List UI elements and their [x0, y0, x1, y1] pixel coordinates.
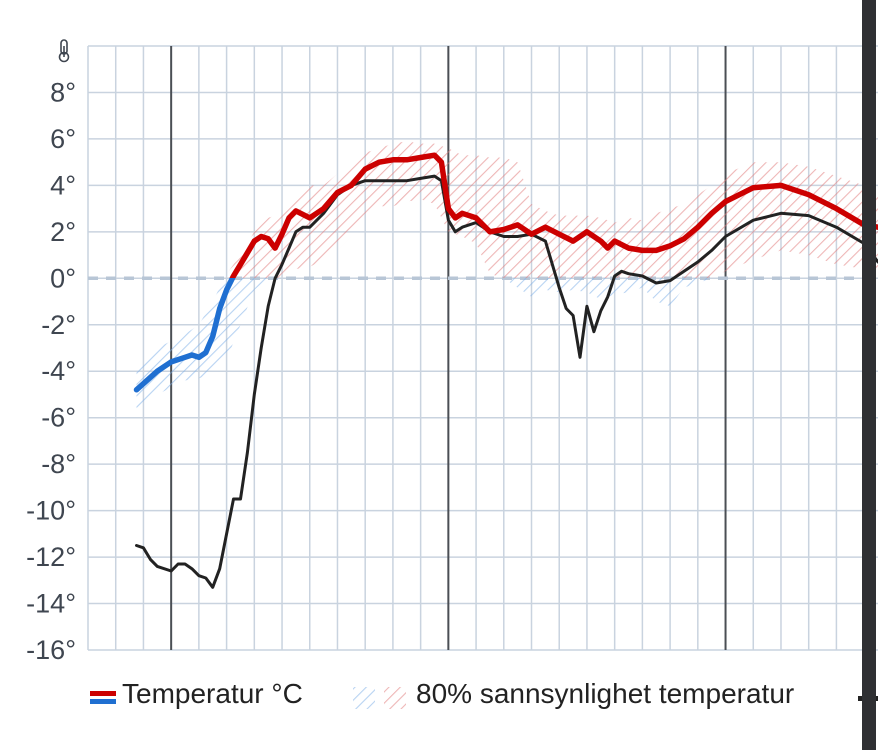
y-tick-label: -16° [26, 635, 76, 665]
band-warm [224, 141, 878, 278]
temperature-line-warm [229, 152, 878, 278]
thermometer-icon [58, 39, 70, 63]
band-above-zero [224, 141, 878, 278]
band-cold [136, 278, 713, 409]
legend-label-probability: 80% sannsynlighet temperatur [416, 678, 795, 709]
chart-grid [87, 45, 878, 651]
y-tick-label: -2° [41, 310, 76, 340]
y-tick-label: 4° [50, 170, 76, 200]
y-tick-label: 2° [50, 217, 76, 247]
band-below-zero [136, 278, 713, 409]
series-line-dark [135, 174, 878, 589]
temperature-line-negative [133, 278, 236, 393]
chart-lines [133, 152, 878, 589]
y-tick-label: 6° [50, 124, 76, 154]
y-tick-label: -8° [41, 449, 76, 479]
legend-swatch-band-cold [353, 687, 375, 709]
y-tick-label: -10° [26, 496, 76, 526]
y-tick-label: -4° [41, 356, 76, 386]
y-tick-label: -6° [41, 403, 76, 433]
legend-swatch-warm [90, 691, 116, 696]
legend-swatch-band-warm [384, 687, 406, 709]
y-axis: 8° 6° 4° 2° 0° -2° -4° -6° -8° -10° -12° -14° -16° [26, 77, 76, 665]
legend-label-temperature: Temperatur °C [122, 678, 303, 709]
y-tick-label: -14° [26, 589, 76, 619]
right-edge-bar [862, 0, 876, 750]
chart-legend: Temperatur °C 80% sannsynlighet temperat… [0, 668, 893, 728]
y-tick-label: -12° [26, 542, 76, 572]
y-tick-label: 8° [50, 77, 76, 107]
temperature-line-cold [133, 278, 236, 393]
legend-swatch-cold [90, 699, 116, 704]
y-tick-label: 0° [50, 263, 76, 293]
confidence-band [136, 141, 878, 409]
temperature-line-positive [229, 152, 878, 278]
